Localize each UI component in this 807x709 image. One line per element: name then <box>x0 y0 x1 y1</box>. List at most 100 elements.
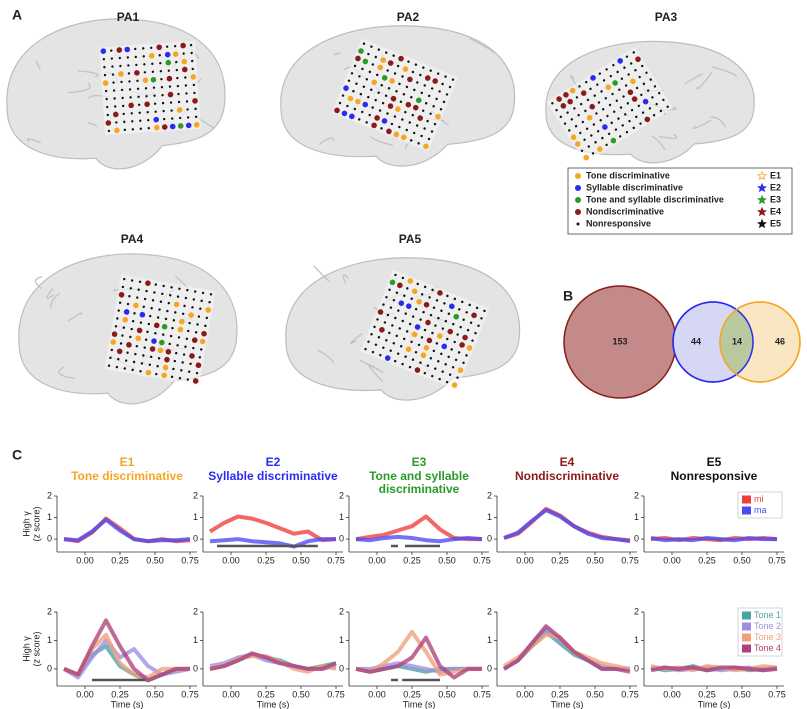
electrode <box>449 303 455 310</box>
x-axis-label: Time (s) <box>403 699 436 709</box>
legend-label: E5 <box>770 218 781 228</box>
electrode <box>666 105 669 108</box>
y-axis-label: (z score) <box>31 631 41 666</box>
electrode <box>103 73 107 77</box>
electrode <box>574 141 581 147</box>
electrode <box>432 105 435 108</box>
y-tick-label: 2 <box>487 606 492 616</box>
venn-outline <box>672 301 754 383</box>
electrode <box>102 80 109 86</box>
panel-label: B <box>563 288 573 304</box>
electrode <box>118 71 124 77</box>
electrode <box>381 101 385 105</box>
electrode <box>448 85 452 89</box>
electrode <box>446 294 449 298</box>
electrode <box>161 372 167 379</box>
electrode <box>110 49 113 52</box>
electrode <box>154 110 157 113</box>
electrode <box>154 332 157 335</box>
electrode <box>116 317 119 320</box>
electrode <box>350 72 354 75</box>
electrode <box>387 60 394 66</box>
electrode <box>367 95 370 99</box>
electrode <box>136 327 143 334</box>
electrode <box>420 352 427 359</box>
electrode <box>135 345 139 348</box>
electrode <box>190 74 197 80</box>
electrode <box>556 96 562 102</box>
electrode <box>445 93 449 96</box>
electrode <box>208 300 211 304</box>
legend-label: Tone discriminative <box>586 170 670 180</box>
electrode <box>122 317 129 323</box>
electrode <box>364 347 367 351</box>
electrode <box>130 327 133 331</box>
electrode <box>187 329 190 333</box>
electrode <box>646 89 650 92</box>
electrode <box>392 54 395 57</box>
electrode <box>156 364 159 368</box>
legend-star <box>756 206 768 217</box>
electrode <box>393 131 400 138</box>
electrode <box>583 138 586 141</box>
electrode <box>205 307 211 313</box>
electrode <box>143 346 146 349</box>
electrode <box>157 347 164 354</box>
electrode <box>158 308 161 311</box>
electrode <box>581 120 585 124</box>
electrode <box>560 103 567 109</box>
electrode <box>433 122 437 126</box>
electrode <box>178 116 182 120</box>
sulcus <box>342 274 349 284</box>
electrode <box>173 301 180 308</box>
electrode <box>401 75 404 78</box>
electrode <box>610 137 617 144</box>
y-tick-label: 1 <box>487 635 492 645</box>
x-tick-label: 0.00 <box>76 555 94 565</box>
electrode <box>192 98 198 104</box>
series-line <box>502 624 631 674</box>
electrode <box>635 56 641 63</box>
electrode <box>616 70 619 74</box>
electrode <box>441 82 444 86</box>
electrode <box>427 94 431 98</box>
electrode <box>596 83 599 86</box>
electrode <box>611 92 614 96</box>
electrode <box>617 117 620 120</box>
chart-title: E4 <box>560 455 575 469</box>
electrode <box>370 45 373 48</box>
electrode <box>401 276 405 280</box>
electrode <box>414 63 418 66</box>
sulcus <box>651 135 666 151</box>
electrode <box>167 301 171 305</box>
legend-star <box>756 194 768 205</box>
electrode <box>176 76 179 80</box>
electrode <box>389 349 392 352</box>
electrode <box>343 85 349 91</box>
electrode <box>164 51 171 58</box>
electrode <box>624 113 627 116</box>
electrode <box>188 321 191 325</box>
electrode <box>395 90 398 93</box>
electrode <box>194 107 197 111</box>
electrode <box>391 324 394 327</box>
electrode <box>371 106 374 109</box>
electrode <box>109 356 112 360</box>
electrode <box>632 51 635 54</box>
electrode <box>630 62 633 65</box>
electrode <box>424 102 428 105</box>
electrode <box>177 326 184 333</box>
x-tick-label: 0.25 <box>111 555 129 565</box>
electrode <box>623 66 626 69</box>
electrode <box>159 300 163 303</box>
electrode <box>386 112 389 115</box>
electrode <box>420 336 424 339</box>
electrode <box>358 118 361 121</box>
legend-label: Tone 2 <box>754 621 781 631</box>
electrode <box>414 324 421 330</box>
electrode <box>165 348 172 355</box>
electrode <box>186 116 190 119</box>
electrode <box>341 94 345 97</box>
electrode <box>381 75 388 81</box>
series-line <box>503 508 631 544</box>
